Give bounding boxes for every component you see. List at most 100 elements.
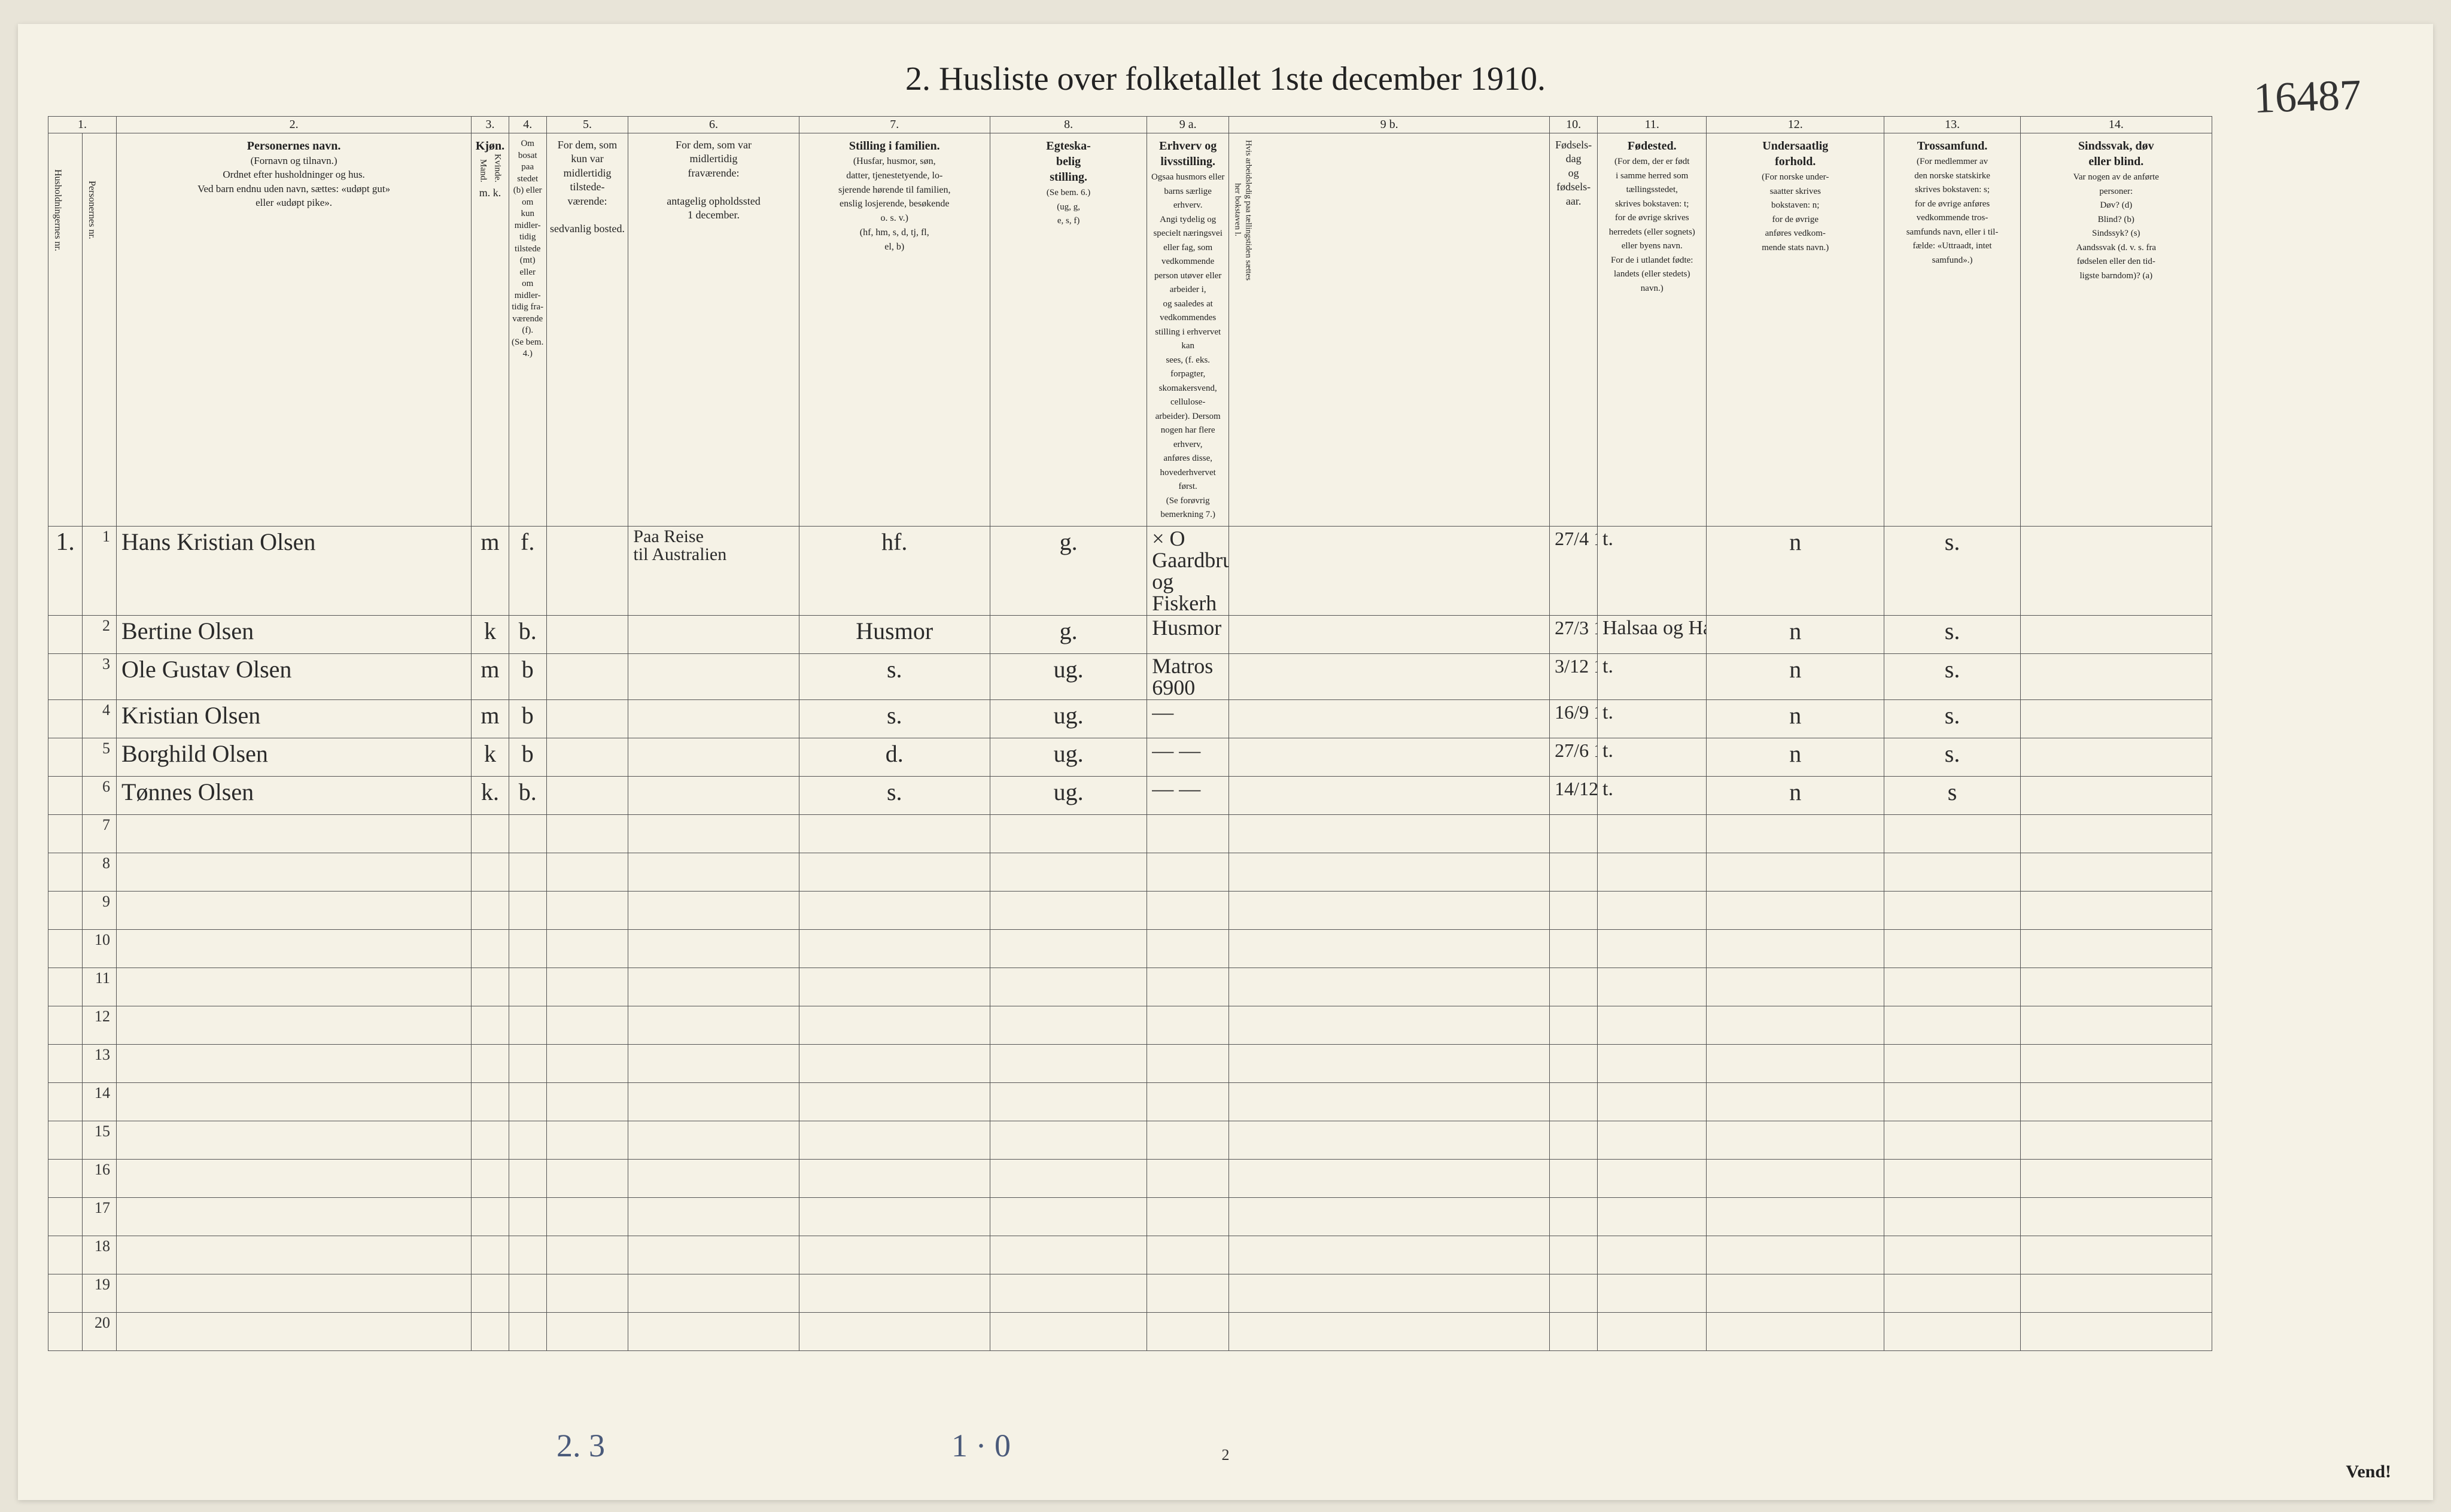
cell-away-location bbox=[628, 653, 799, 699]
cell-household bbox=[48, 929, 83, 968]
cell-empty bbox=[1707, 968, 1884, 1006]
cell-household bbox=[48, 1006, 83, 1044]
cell-empty bbox=[1707, 1121, 1884, 1159]
cell-household bbox=[48, 776, 83, 814]
header-marital: Egteska- belig stilling. (Se bem. 6.) (u… bbox=[990, 133, 1147, 527]
header-birthdate: Fødsels- dag og fødsels- aar. bbox=[1550, 133, 1598, 527]
cell-empty bbox=[799, 929, 990, 968]
cell-empty bbox=[1229, 814, 1550, 853]
corner-page-number: 16487 bbox=[2253, 70, 2362, 123]
cell-empty bbox=[1884, 814, 2021, 853]
header-temp-absent-sub: antagelig opholdssted 1 december. bbox=[667, 195, 760, 221]
cell-family-rel: s. bbox=[799, 776, 990, 814]
cell-empty bbox=[1147, 1274, 1229, 1312]
cell-household bbox=[48, 968, 83, 1006]
cell-empty bbox=[117, 1312, 472, 1350]
cell-empty bbox=[1598, 929, 1707, 968]
cell-empty bbox=[799, 853, 990, 891]
cell-empty bbox=[1147, 1236, 1229, 1274]
cell-household bbox=[48, 1312, 83, 1350]
cell-empty bbox=[1550, 1197, 1598, 1236]
colnum-9a: 9 a. bbox=[1147, 117, 1229, 133]
table-row-empty: 13 bbox=[48, 1044, 2403, 1082]
cell-empty bbox=[546, 929, 628, 968]
header-occupation-sub: Ogsaa husmors eller barns særlige erhver… bbox=[1151, 172, 1224, 519]
cell-empty bbox=[472, 814, 509, 853]
cell-empty bbox=[117, 929, 472, 968]
cell-empty bbox=[2021, 1006, 2212, 1044]
cell-empty bbox=[628, 853, 799, 891]
cell-household bbox=[48, 1159, 83, 1197]
cell-family-rel: s. bbox=[799, 653, 990, 699]
header-faith: Trossamfund. (For medlemmer av den norsk… bbox=[1884, 133, 2021, 527]
table-row: 4 Kristian Olsen m b s. ug. — 16/9 1898 … bbox=[48, 699, 2403, 738]
cell-family-rel: d. bbox=[799, 738, 990, 776]
cell-empty bbox=[628, 1236, 799, 1274]
cell-person-nr: 7 bbox=[83, 814, 117, 853]
cell-household bbox=[48, 1236, 83, 1274]
cell-nationality: n bbox=[1707, 615, 1884, 653]
cell-empty bbox=[990, 1044, 1147, 1082]
cell-empty bbox=[990, 1121, 1147, 1159]
cell-empty bbox=[472, 853, 509, 891]
header-sex: Kjøn. Mand. Kvinde. m. k. bbox=[472, 133, 509, 527]
cell-empty bbox=[546, 853, 628, 891]
header-name: Personernes navn. (Fornavn og tilnavn.) … bbox=[117, 133, 472, 527]
cell-empty bbox=[1229, 891, 1550, 929]
cell-disability bbox=[2021, 738, 2212, 776]
table-body: 1. 1 Hans Kristian Olsen m f. Paa Reise … bbox=[48, 526, 2403, 1350]
cell-unemployed bbox=[1229, 653, 1550, 699]
cell-empty bbox=[1229, 1274, 1550, 1312]
cell-household bbox=[48, 853, 83, 891]
cell-empty bbox=[1229, 929, 1550, 968]
cell-usual-home bbox=[546, 653, 628, 699]
cell-person-nr: 16 bbox=[83, 1159, 117, 1197]
table-row: 3 Ole Gustav Olsen m b s. ug. Matros 690… bbox=[48, 653, 2403, 699]
cell-birthplace: t. bbox=[1598, 526, 1707, 615]
cell-faith: s. bbox=[1884, 738, 2021, 776]
cell-disability bbox=[2021, 615, 2212, 653]
cell-empty bbox=[1229, 853, 1550, 891]
cell-empty bbox=[628, 1044, 799, 1082]
cell-empty bbox=[2021, 814, 2212, 853]
cell-empty bbox=[1550, 814, 1598, 853]
cell-person-nr: 19 bbox=[83, 1274, 117, 1312]
cell-occupation: — — bbox=[1147, 776, 1229, 814]
cell-nationality: n bbox=[1707, 738, 1884, 776]
page-title: 2. Husliste over folketallet 1ste decemb… bbox=[48, 60, 2403, 98]
table-header: 1. 2. 3. 4. 5. 6. 7. 8. 9 a. 9 b. 10. 11… bbox=[48, 117, 2403, 527]
cell-person-nr: 20 bbox=[83, 1312, 117, 1350]
cell-empty bbox=[1884, 1044, 2021, 1082]
cell-household bbox=[48, 891, 83, 929]
cell-empty bbox=[546, 1044, 628, 1082]
cell-empty bbox=[472, 1197, 509, 1236]
cell-empty bbox=[546, 1312, 628, 1350]
header-marital-sub: (Se bem. 6.) (ug, g, e, s, f) bbox=[1047, 188, 1090, 226]
cell-empty bbox=[1707, 1006, 1884, 1044]
cell-occupation: Husmor bbox=[1147, 615, 1229, 653]
cell-empty bbox=[1229, 1006, 1550, 1044]
header-sex-mk: m. k. bbox=[479, 187, 501, 199]
cell-empty bbox=[1229, 1197, 1550, 1236]
cell-empty bbox=[546, 1197, 628, 1236]
cell-empty bbox=[1550, 853, 1598, 891]
cell-empty bbox=[990, 968, 1147, 1006]
cell-sex: k bbox=[472, 615, 509, 653]
cell-nationality: n bbox=[1707, 699, 1884, 738]
cell-usual-home bbox=[546, 526, 628, 615]
cell-birthplace: t. bbox=[1598, 699, 1707, 738]
cell-empty bbox=[1707, 1044, 1884, 1082]
turn-page-label: Vend! bbox=[2346, 1462, 2391, 1482]
cell-person-nr: 11 bbox=[83, 968, 117, 1006]
table-row-empty: 16 bbox=[48, 1159, 2403, 1197]
cell-empty bbox=[1229, 1121, 1550, 1159]
cell-nationality: n bbox=[1707, 526, 1884, 615]
cell-sex: k. bbox=[472, 776, 509, 814]
cell-empty bbox=[1229, 1236, 1550, 1274]
cell-empty bbox=[2021, 853, 2212, 891]
cell-family-rel: Husmor bbox=[799, 615, 990, 653]
cell-household: 1. bbox=[48, 526, 83, 615]
cell-empty bbox=[2021, 929, 2212, 968]
cell-name: Tønnes Olsen bbox=[117, 776, 472, 814]
cell-occupation: × O Gaardbruger og Fiskerh bbox=[1147, 526, 1229, 615]
